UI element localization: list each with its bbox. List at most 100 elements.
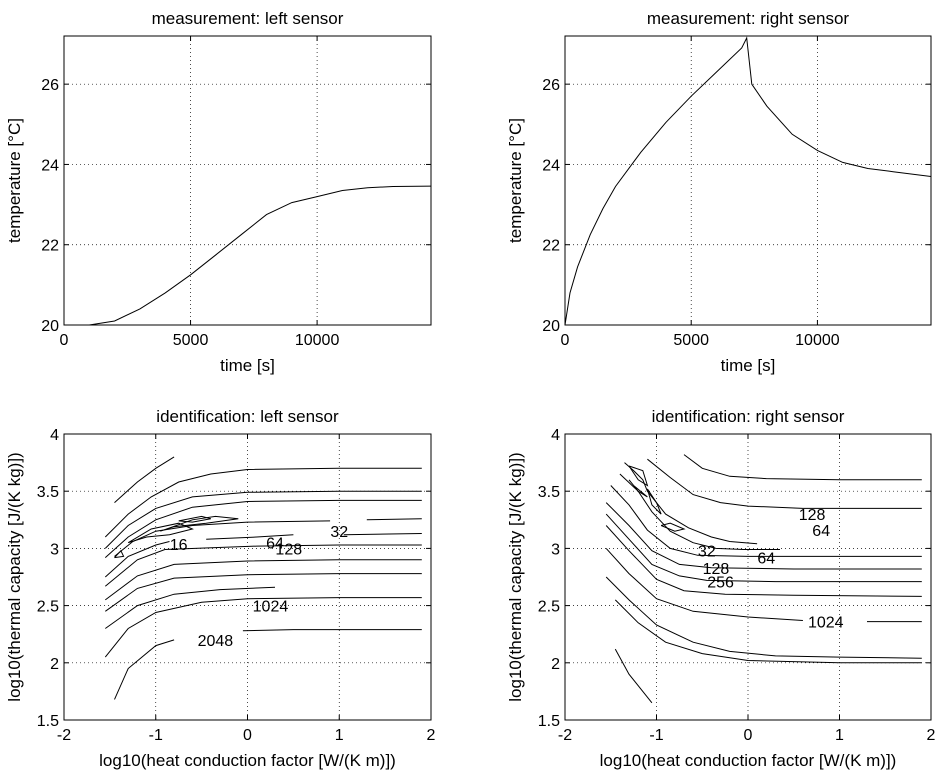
- x-tick-label: 1: [335, 727, 344, 744]
- y-tick-label: 2: [551, 656, 560, 673]
- contour-line: [114, 549, 125, 559]
- x-tick-label: -2: [558, 727, 572, 744]
- panel-identification-left: -2 -1 0 1 2 1.5 2 2.5 3 3.5 4 identification: left …: [5, 407, 436, 770]
- y-tick-label: 24: [41, 157, 59, 174]
- series-line: [89, 185, 431, 325]
- grid: [64, 434, 431, 720]
- contour-line: [206, 534, 294, 540]
- x-tick-label: 2: [427, 727, 436, 744]
- contour-line: [343, 533, 422, 536]
- contour-label: 64: [812, 523, 830, 540]
- contour-label: 64: [757, 551, 775, 568]
- x-axis-label: log10(heat conduction factor [W/(K m)]): [99, 751, 396, 770]
- contour-label: 16: [170, 537, 188, 554]
- chart-title: measurement: right sensor: [647, 9, 850, 28]
- panel-measurement-right: 0 5000 10000 20 22 24 26 measurement: right sen…: [506, 9, 932, 375]
- contour-line: [366, 518, 422, 521]
- x-tick-label: 5000: [673, 332, 709, 349]
- contour-line: [104, 597, 422, 658]
- contour-line: [624, 462, 758, 545]
- contour-label: 64: [266, 536, 284, 553]
- x-tick-label: 10000: [795, 332, 840, 349]
- contour-line: [114, 520, 331, 557]
- x-tick-label: 0: [60, 332, 69, 349]
- panel-identification-right: -2 -1 0 1 2 1.5 2 2.5 3 3.5 4 identification: right…: [506, 407, 936, 770]
- y-tick-label: 2.5: [538, 599, 560, 616]
- x-tick-label: 0: [243, 727, 252, 744]
- contour-line: [647, 458, 922, 509]
- contour-label: 32: [698, 544, 716, 561]
- contour-line: [605, 576, 922, 659]
- x-tick-label: 5000: [173, 332, 209, 349]
- x-tick-label: -2: [57, 727, 71, 744]
- chart-title: identification: left sensor: [156, 407, 339, 426]
- contour-line: [105, 559, 422, 601]
- x-tick-label: 0: [561, 332, 570, 349]
- y-tick-label: 1.5: [538, 713, 560, 730]
- contour-line: [619, 473, 780, 550]
- y-tick-label: 4: [551, 427, 560, 444]
- contour-line: [605, 513, 922, 583]
- y-tick-label: 3: [50, 541, 59, 558]
- y-tick-label: 22: [41, 238, 59, 255]
- contour-label: 128: [703, 561, 730, 578]
- x-tick-label: 0: [744, 727, 753, 744]
- y-tick-label: 2: [50, 656, 59, 673]
- contour-line: [605, 548, 803, 621]
- contour-line: [683, 454, 922, 481]
- contour-line: [104, 490, 422, 549]
- plot-area: [565, 36, 931, 325]
- contour-line: [646, 488, 662, 515]
- x-tick-label: -1: [649, 727, 663, 744]
- contour-line: [242, 629, 422, 632]
- contour-line: [605, 502, 922, 570]
- y-tick-label: 3.5: [37, 484, 59, 501]
- chart-title: measurement: left sensor: [152, 9, 344, 28]
- contour-line: [605, 525, 922, 597]
- contour-line: [178, 515, 211, 523]
- contour-line: [614, 599, 922, 664]
- chart-title: identification: right sensor: [652, 407, 845, 426]
- panel-measurement-left: 0 5000 10000 20 22 24 26 measurement: left sens…: [5, 9, 432, 375]
- contour-line: [628, 479, 648, 498]
- plot-area: [605, 454, 922, 704]
- y-axis-label: log10(thermal capacity [J/(K kg)]): [5, 452, 24, 701]
- axes-frame: [63, 35, 432, 326]
- y-tick-label: 1.5: [37, 713, 59, 730]
- contour-label: 2048: [198, 633, 234, 650]
- grid: [565, 434, 931, 720]
- y-tick-label: 3.5: [538, 484, 560, 501]
- y-tick-label: 20: [41, 318, 59, 335]
- y-tick-label: 26: [41, 77, 59, 94]
- contour-line: [104, 544, 422, 587]
- contour-label: 1024: [808, 615, 844, 632]
- axes-frame: [564, 35, 932, 326]
- y-tick-label: 2.5: [37, 599, 59, 616]
- axes-frame: [564, 433, 932, 721]
- plot-area: [104, 456, 422, 700]
- x-axis-label: time [s]: [721, 356, 776, 375]
- x-axis-label: log10(heat conduction factor [W/(K m)]): [600, 751, 897, 770]
- contour-line: [114, 456, 175, 503]
- series-line: [565, 36, 931, 325]
- contour-line: [127, 522, 194, 544]
- y-tick-label: 20: [542, 318, 560, 335]
- contour-label: 32: [330, 524, 348, 541]
- contour-line: [105, 586, 276, 629]
- x-tick-label: 1: [835, 727, 844, 744]
- contour-line: [614, 648, 653, 704]
- plot-area: [89, 185, 431, 325]
- y-tick-label: 24: [542, 157, 560, 174]
- x-axis-label: time [s]: [220, 356, 275, 375]
- contour-line: [105, 573, 422, 612]
- y-tick-label: 26: [542, 77, 560, 94]
- contour-line: [660, 522, 686, 532]
- y-tick-label: 4: [50, 427, 59, 444]
- contour-label: 1024: [253, 599, 289, 616]
- y-axis-label: temperature [°C]: [5, 118, 24, 243]
- y-tick-label: 22: [542, 238, 560, 255]
- grid: [64, 36, 431, 325]
- contour-line: [628, 465, 649, 487]
- contour-line: [160, 515, 239, 532]
